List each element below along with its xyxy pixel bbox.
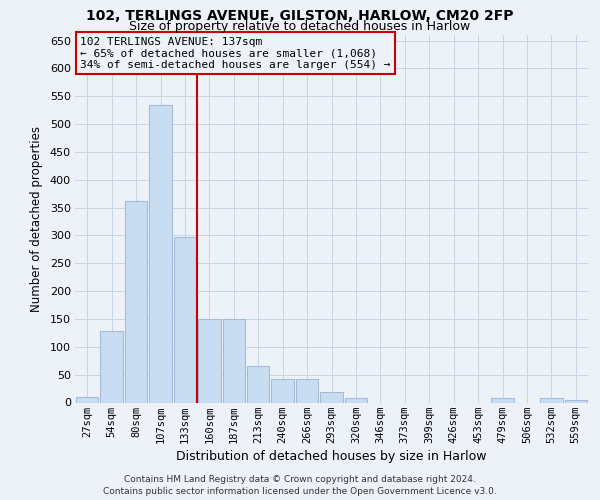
Bar (76, 397, 98, 402)
Bar (540, 398, 563, 402)
Text: 102 TERLINGS AVENUE: 137sqm
← 65% of detached houses are smaller (1,068)
34% of : 102 TERLINGS AVENUE: 137sqm ← 65% of det… (80, 37, 391, 70)
Text: 102, TERLINGS AVENUE, GILSTON, HARLOW, CM20 2FP: 102, TERLINGS AVENUE, GILSTON, HARLOW, C… (86, 9, 514, 23)
Bar (320, 392, 343, 402)
Bar (491, 398, 514, 402)
Bar (173, 236, 196, 402)
Bar (565, 400, 587, 402)
Bar (198, 319, 221, 402)
Y-axis label: Number of detached properties: Number of detached properties (30, 126, 43, 312)
X-axis label: Distribution of detached houses by size in Harlow: Distribution of detached houses by size … (176, 450, 487, 462)
Bar (125, 201, 148, 402)
Text: Contains HM Land Registry data © Crown copyright and database right 2024.
Contai: Contains HM Land Registry data © Crown c… (103, 474, 497, 496)
Bar (344, 398, 367, 402)
Text: Size of property relative to detached houses in Harlow: Size of property relative to detached ho… (130, 20, 470, 33)
Bar (149, 104, 172, 403)
Bar (247, 366, 269, 402)
Bar (271, 379, 294, 402)
Bar (296, 379, 319, 402)
Bar (223, 319, 245, 402)
Bar (100, 331, 123, 402)
